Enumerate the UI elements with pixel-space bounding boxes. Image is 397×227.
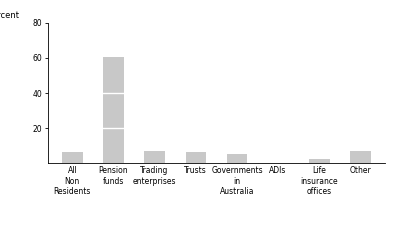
Bar — [145, 151, 165, 163]
Bar — [350, 151, 371, 163]
Bar — [62, 152, 83, 163]
Bar — [103, 128, 124, 163]
Bar — [103, 57, 124, 93]
Bar — [185, 152, 206, 163]
Text: Percent: Percent — [0, 11, 19, 20]
Bar — [103, 93, 124, 128]
Bar — [227, 154, 247, 163]
Bar — [309, 159, 330, 163]
